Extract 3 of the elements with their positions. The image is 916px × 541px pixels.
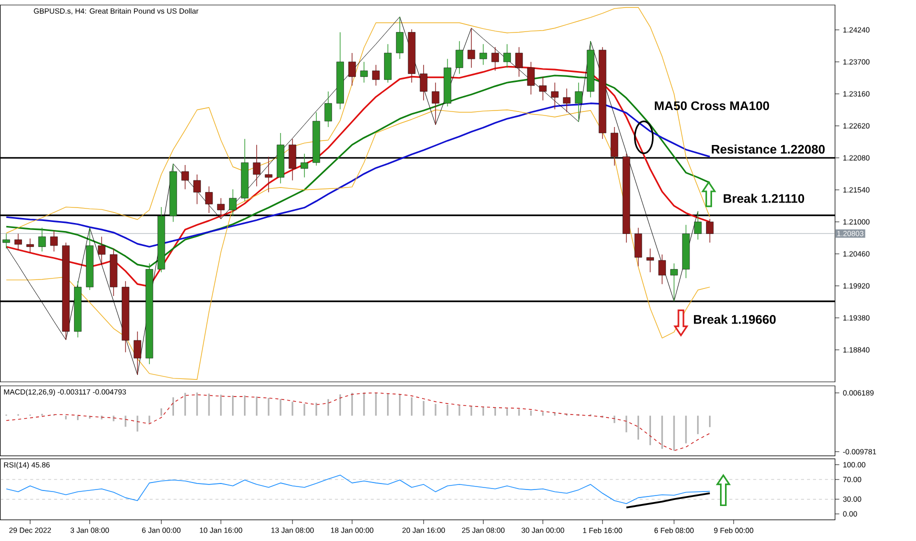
ref-line-label: Break 1.21110 [724, 194, 804, 204]
ref-line-label: Break 1.19660 [694, 314, 776, 324]
ref-line-label: Resistance 1.22080 [712, 144, 825, 154]
